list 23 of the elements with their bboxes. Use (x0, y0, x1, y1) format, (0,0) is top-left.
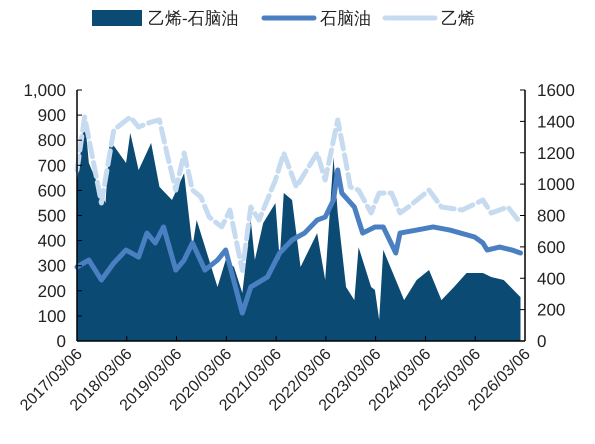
y-tick-label: 500 (38, 206, 66, 226)
legend-label: 乙烯-石脑油 (148, 9, 239, 28)
y-tick-label: 100 (38, 306, 66, 326)
y2-tick-label: 200 (537, 300, 566, 320)
y2-tick-label: 1600 (537, 81, 575, 100)
y2-tick-label: 1000 (537, 175, 575, 194)
legend-label: 石脑油 (320, 9, 371, 28)
legend-label: 乙烯 (441, 9, 475, 28)
y-tick-label: 400 (38, 232, 66, 251)
y-tick-label: 0 (56, 332, 66, 351)
y2-tick-label: 800 (537, 206, 566, 226)
y2-tick-label: 0 (537, 332, 546, 351)
y-tick-label: 300 (38, 256, 66, 276)
y2-tick-label: 600 (537, 238, 566, 257)
y-tick-label: 200 (38, 282, 66, 301)
y-tick-label: 700 (38, 156, 66, 176)
y-tick-label: 600 (38, 181, 66, 200)
y2-tick-label: 1200 (537, 144, 575, 163)
y-tick-label: 900 (38, 106, 66, 126)
y-tick-label: 800 (38, 131, 66, 150)
y2-tick-label: 400 (537, 269, 566, 288)
y-tick-label: 1,000 (23, 81, 66, 100)
y2-tick-label: 1400 (537, 112, 575, 132)
